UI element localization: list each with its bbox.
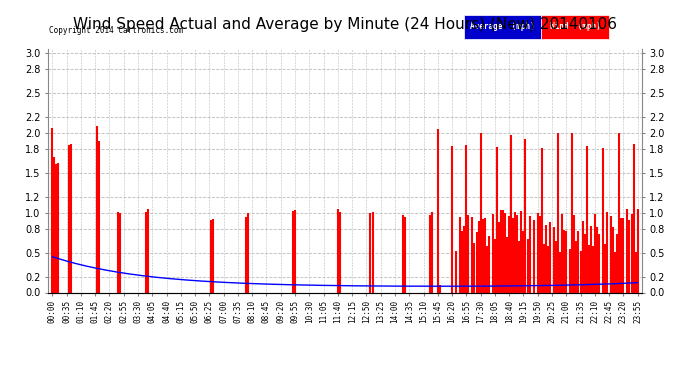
Text: Copyright 2014 Cartronics.com: Copyright 2014 Cartronics.com — [49, 26, 183, 35]
FancyBboxPatch shape — [464, 15, 541, 39]
Text: Average  (mph): Average (mph) — [470, 22, 535, 32]
FancyBboxPatch shape — [541, 15, 609, 39]
Text: Wind  (mph): Wind (mph) — [549, 22, 600, 32]
Text: Wind Speed Actual and Average by Minute (24 Hours) (New) 20140106: Wind Speed Actual and Average by Minute … — [73, 17, 617, 32]
